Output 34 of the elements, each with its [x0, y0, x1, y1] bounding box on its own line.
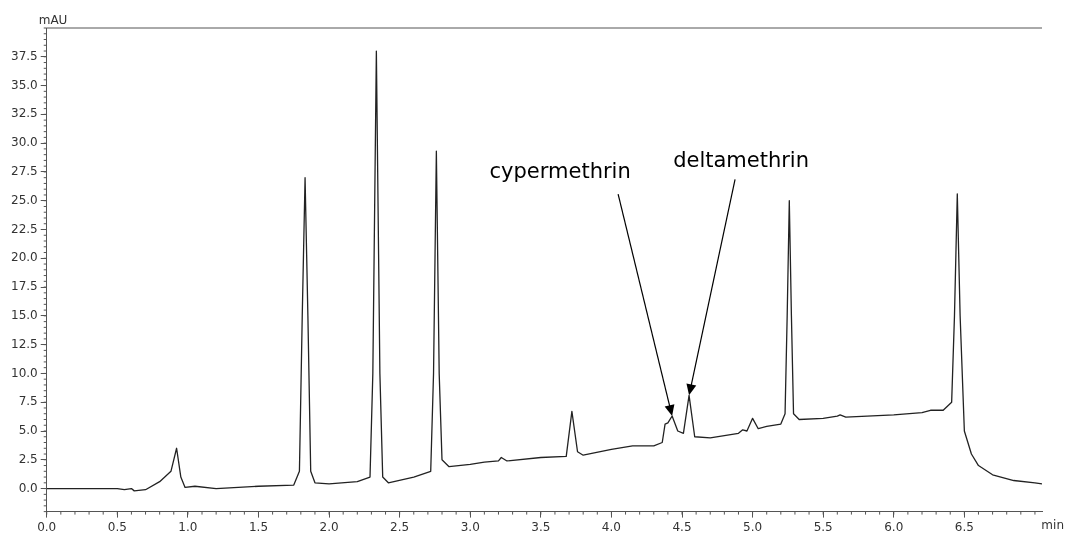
- x-tick-label: 5.5: [813, 519, 833, 534]
- annotation: cypermethrin: [489, 159, 631, 184]
- y-tick-label: 27.5: [11, 164, 38, 179]
- y-tick-label: 7.5: [18, 394, 38, 409]
- x-tick-label: 4.0: [601, 519, 621, 534]
- x-tick-label: 1.5: [248, 519, 269, 534]
- x-tick-label: 4.5: [672, 519, 692, 534]
- x-tick-label: 2.0: [319, 519, 339, 534]
- x-tick-label: 2.5: [390, 519, 410, 534]
- annotation: deltamethrin: [673, 148, 810, 173]
- y-tick-label: 15.0: [11, 307, 38, 322]
- x-tick-label: 6.0: [884, 519, 904, 534]
- y-tick-label: 35.0: [11, 77, 38, 92]
- y-tick-label: 2.5: [18, 451, 38, 466]
- y-tick-label: 0.0: [18, 480, 38, 495]
- y-tick-label: 20.0: [11, 250, 38, 265]
- x-tick-label: 0.0: [37, 519, 57, 534]
- x-axis-title: min: [1041, 517, 1064, 532]
- y-tick-label: 12.5: [11, 336, 38, 351]
- y-tick-label: 17.5: [11, 279, 38, 294]
- x-tick-label: 5.0: [743, 519, 763, 534]
- y-tick-label: 22.5: [11, 221, 38, 236]
- y-tick-label: 25.0: [11, 192, 38, 207]
- y-tick-label: 30.0: [11, 135, 38, 150]
- x-tick-label: 6.5: [954, 519, 974, 534]
- y-tick-label: 32.5: [11, 106, 38, 121]
- y-tick-label: 5.0: [18, 423, 38, 438]
- x-tick-label: 0.5: [107, 519, 127, 534]
- y-tick-label: 10.0: [11, 365, 38, 380]
- y-tick-label: 37.5: [11, 48, 38, 63]
- x-tick-label: 1.0: [178, 519, 198, 534]
- x-tick-label: 3.5: [531, 519, 551, 534]
- y-axis-title: mAU: [38, 13, 68, 28]
- x-tick-label: 3.0: [460, 519, 480, 534]
